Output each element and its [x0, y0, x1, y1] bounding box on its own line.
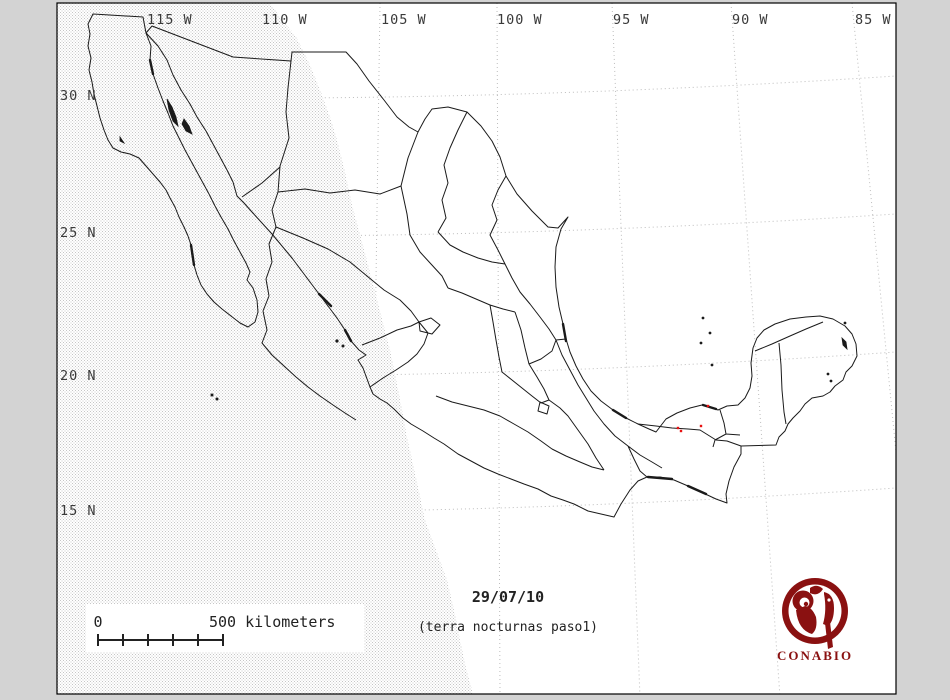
longitude-labels: 115 W 110 W 105 W 100 W 95 W 90 W 85 W [147, 12, 892, 28]
fire-point [699, 424, 703, 428]
scale-bar-backplate [86, 604, 364, 652]
fire-markers [676, 404, 710, 433]
fire-point [706, 404, 710, 408]
conabio-ram-macaw-icon [782, 578, 848, 649]
state-borders [241, 60, 824, 478]
scale-zero-label: 0 [93, 613, 102, 631]
scale-bar-ruler [97, 634, 224, 646]
lon-label-85w: 85 W [855, 12, 892, 28]
lat-label-20n: 20 N [60, 368, 97, 384]
lon-label-115w: 115 W [147, 12, 193, 28]
baja-california-coastline [87, 13, 259, 328]
lat-label-15n: 15 N [60, 503, 97, 519]
map-frame [56, 2, 897, 695]
scale-bar: 0 500 kilometers [86, 604, 364, 652]
conabio-logo-text: CONABIO [777, 648, 853, 663]
islands [119, 98, 848, 401]
graticule [57, 3, 896, 694]
lon-label-105w: 105 W [381, 12, 427, 28]
fire-point [676, 426, 680, 430]
lon-label-90w: 90 W [732, 12, 769, 28]
scale-distance-label: 500 kilometers [209, 613, 335, 631]
lat-label-30n: 30 N [60, 88, 97, 104]
pass-label: (terra nocturnas paso1) [418, 620, 598, 635]
date-label: 29/07/10 [472, 588, 544, 606]
coastal-thick-segments [148, 58, 718, 496]
coverage-swath-stipple [57, 3, 473, 694]
latitude-labels: 30 N 25 N 20 N 15 N [60, 88, 97, 519]
conabio-logo: CONABIO [777, 578, 853, 663]
fire-point [679, 429, 683, 433]
lon-label-110w: 110 W [262, 12, 308, 28]
lon-label-95w: 95 W [613, 12, 650, 28]
lat-label-25n: 25 N [60, 225, 97, 241]
lon-label-100w: 100 W [497, 12, 543, 28]
